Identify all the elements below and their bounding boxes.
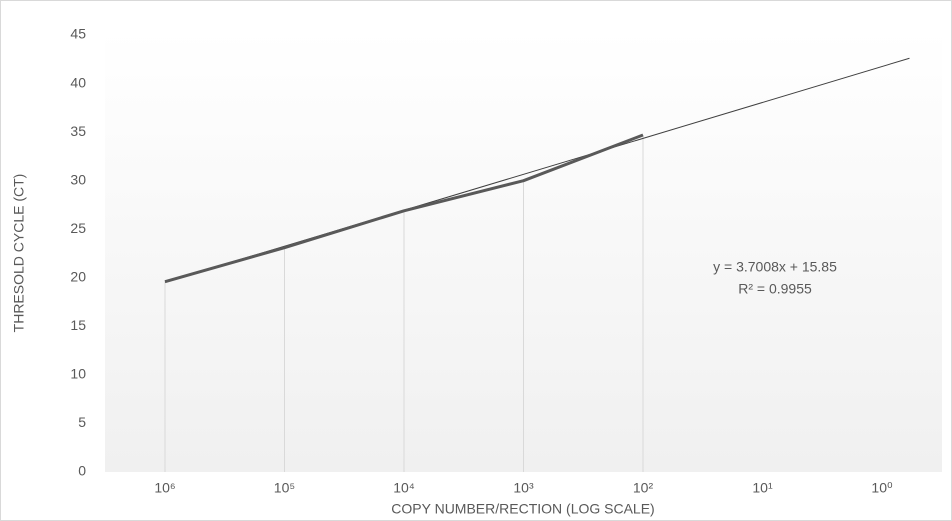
x-axis-title: COPY NUMBER/RECTION (LOG SCALE)	[391, 501, 654, 517]
y-tick-label: 35	[70, 123, 86, 139]
y-tick-label: 20	[70, 268, 86, 284]
y-tick-label: 30	[70, 171, 86, 187]
y-axis-title: THRESOLD CYCLE (CT)	[11, 174, 27, 333]
x-tick-label: 10⁰	[871, 480, 893, 496]
x-tick-label: 10⁵	[274, 480, 295, 496]
y-tick-label: 45	[70, 26, 86, 42]
y-tick-label: 25	[70, 220, 86, 236]
trendline-equation: y = 3.7008x + 15.85	[713, 259, 837, 275]
trendline-equation: R² = 0.9955	[738, 281, 812, 297]
x-tick-label: 10³	[513, 480, 534, 496]
x-tick-label: 10⁶	[154, 480, 175, 496]
y-tick-label: 5	[78, 414, 86, 430]
data-line	[164, 133, 644, 284]
y-tick-label: 40	[70, 74, 86, 90]
y-tick-label: 0	[78, 463, 86, 479]
x-tick-label: 10⁴	[393, 480, 415, 496]
y-tick-label: 15	[70, 317, 86, 333]
x-tick-label: 10¹	[752, 480, 773, 496]
x-tick-label: 10²	[633, 480, 654, 496]
y-tick-label: 10	[70, 366, 86, 382]
